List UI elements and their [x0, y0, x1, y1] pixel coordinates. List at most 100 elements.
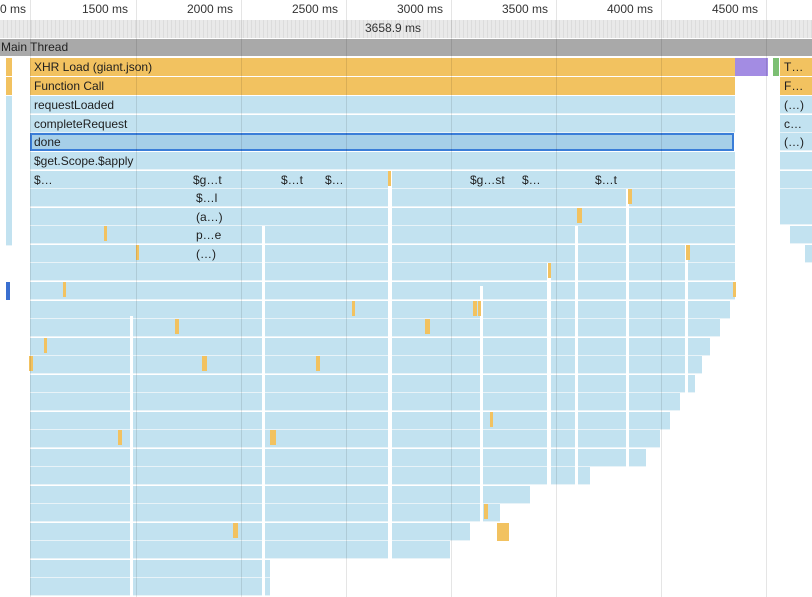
tick-label: 2000 ms: [187, 2, 234, 16]
flame-label: XHR Load (giant.json): [34, 60, 153, 74]
gold-marker[interactable]: [686, 245, 690, 260]
flame-slice-request-loaded[interactable]: requestLoaded: [30, 96, 735, 114]
flame-slice-row[interactable]: [30, 467, 590, 485]
flame-gap: [575, 226, 578, 597]
flame-slice-row[interactable]: [30, 504, 500, 522]
flame-slice-row[interactable]: [30, 375, 695, 393]
gold-marker[interactable]: [388, 171, 391, 186]
gold-marker[interactable]: [202, 356, 207, 371]
flame-slice-row[interactable]: [30, 245, 735, 263]
gold-marker[interactable]: [63, 282, 66, 297]
gold-marker[interactable]: [136, 245, 139, 260]
gold-marker[interactable]: [352, 301, 355, 316]
flame-slice-scope-apply[interactable]: $get.Scope.$apply: [30, 152, 735, 170]
flame-slice-row[interactable]: [30, 523, 470, 541]
flame-slice[interactable]: [780, 152, 812, 170]
flame-slice[interactable]: (…): [780, 96, 812, 114]
flame-slice-row[interactable]: [30, 393, 680, 411]
gold-marker[interactable]: [628, 189, 632, 204]
flame-slice[interactable]: [6, 77, 12, 95]
flame-gap: [626, 189, 629, 597]
flame-slice[interactable]: [780, 171, 812, 189]
gold-marker[interactable]: [233, 523, 238, 538]
flame-slice-render[interactable]: [735, 58, 768, 76]
flame-slice-row[interactable]: [30, 319, 720, 337]
flame-slice[interactable]: [6, 96, 12, 246]
flame-gap: [685, 245, 688, 597]
flame-gap: [480, 286, 483, 597]
flame-slice-row[interactable]: [30, 449, 646, 467]
flame-slice-row[interactable]: [30, 430, 660, 448]
flame-slice-row[interactable]: [30, 208, 735, 226]
flame-slice[interactable]: [6, 58, 12, 76]
flame-gap: [547, 263, 551, 597]
flame-slice-row[interactable]: [30, 356, 702, 374]
flame-slice-row[interactable]: [30, 226, 735, 244]
flame-slice-complete-request[interactable]: completeRequest: [30, 115, 735, 133]
selection-duration-bar[interactable]: 3658.9 ms: [0, 20, 812, 38]
gold-marker[interactable]: [425, 319, 430, 334]
flame-slice-row[interactable]: [30, 541, 450, 559]
flame-slice-xhr-load[interactable]: XHR Load (giant.json): [30, 58, 735, 76]
flame-label: p…e: [196, 228, 222, 242]
gold-marker[interactable]: [29, 356, 33, 371]
flame-slice-row[interactable]: [30, 338, 710, 356]
flame-label: c…: [784, 117, 802, 131]
time-ruler[interactable]: 0 ms 1500 ms 2000 ms 2500 ms 3000 ms 350…: [0, 0, 812, 21]
flame-gap: [262, 226, 265, 597]
flame-slice-row[interactable]: [30, 578, 270, 596]
flame-slice[interactable]: F…: [780, 77, 812, 95]
flame-label: $…: [34, 173, 53, 187]
gold-marker[interactable]: [548, 263, 551, 278]
gold-marker[interactable]: [316, 356, 320, 371]
gold-marker[interactable]: [577, 208, 582, 223]
flame-label: F…: [784, 79, 804, 93]
gold-marker[interactable]: [270, 430, 276, 445]
flame-slice-row[interactable]: [30, 486, 530, 504]
flame-label: (…): [784, 98, 804, 112]
flame-slice-done-selected[interactable]: done: [30, 133, 734, 151]
gold-marker[interactable]: [490, 412, 493, 427]
flame-slice[interactable]: c…: [780, 115, 812, 133]
flame-slice[interactable]: [805, 245, 812, 263]
tick-label: 3500 ms: [502, 2, 549, 16]
tick-label: 1500 ms: [82, 2, 129, 16]
gold-marker[interactable]: [118, 430, 122, 445]
gold-marker[interactable]: [44, 338, 47, 353]
flame-label: (…): [196, 247, 216, 261]
flame-slice-row[interactable]: [30, 301, 730, 319]
gold-marker[interactable]: [478, 301, 481, 316]
flame-slice[interactable]: [780, 189, 812, 225]
flame-slice-paint[interactable]: [773, 58, 779, 76]
flame-label: $…: [522, 173, 541, 187]
gold-marker[interactable]: [104, 226, 107, 241]
flame-slice-row[interactable]: [30, 560, 270, 578]
flame-chart[interactable]: XHR Load (giant.json) Function Call requ…: [0, 56, 812, 597]
flame-slice-row[interactable]: [30, 171, 735, 189]
tick-label: 2500 ms: [292, 2, 339, 16]
flame-slice[interactable]: [6, 282, 10, 300]
flame-label: $get.Scope.$apply: [34, 154, 134, 168]
thread-name: Main Thread: [1, 40, 69, 54]
gold-marker[interactable]: [733, 282, 736, 297]
gold-marker[interactable]: [473, 301, 477, 316]
flame-label: Function Call: [34, 79, 105, 93]
flame-slice-row[interactable]: [30, 282, 735, 300]
flame-slice-row[interactable]: [30, 412, 670, 430]
thread-header[interactable]: Main Thread: [0, 39, 812, 56]
gold-marker[interactable]: [484, 504, 488, 519]
gold-marker[interactable]: [175, 319, 179, 334]
tick-label: 4000 ms: [607, 2, 654, 16]
gold-marker[interactable]: [497, 523, 509, 541]
flame-label: done: [34, 135, 61, 149]
flame-label: $g…t: [193, 173, 222, 187]
flame-slice[interactable]: T…: [780, 58, 812, 76]
flame-slice-function-call[interactable]: Function Call: [30, 77, 735, 95]
flame-slice-row[interactable]: [30, 263, 735, 281]
flame-slice[interactable]: (…): [780, 133, 812, 151]
flame-slice-row[interactable]: [30, 189, 735, 207]
flame-slice[interactable]: [790, 226, 812, 244]
flame-label: $…l: [196, 191, 218, 205]
flame-gap: [388, 171, 392, 597]
flame-label: (…): [784, 135, 804, 149]
